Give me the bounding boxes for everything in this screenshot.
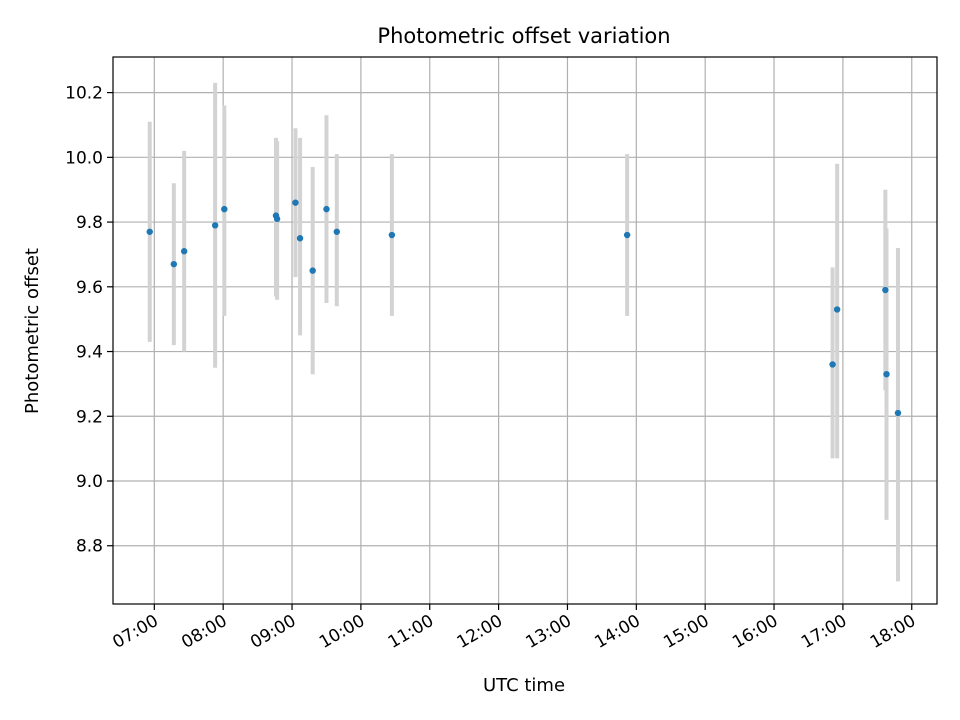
- data-point: [882, 286, 889, 294]
- y-tick-label: 10.2: [65, 84, 103, 104]
- data-point: [170, 260, 178, 268]
- data-point: [146, 228, 153, 235]
- chart-title: Photometric offset variation: [377, 24, 670, 48]
- y-tick-label: 9.0: [76, 472, 103, 492]
- data-point: [833, 306, 841, 313]
- data-point: [309, 267, 316, 274]
- data-point: [296, 235, 304, 242]
- data-point: [323, 205, 330, 213]
- data-point: [221, 205, 228, 213]
- y-tick-label: 8.8: [76, 537, 103, 557]
- data-point: [273, 215, 281, 223]
- y-axis-ticks: 8.8 9.0 9.2 9.4 9.6 9.8 10.0 10.2: [65, 84, 113, 557]
- x-axis-label: UTC time: [483, 675, 565, 696]
- data-point: [623, 231, 631, 239]
- y-tick-label: 9.4: [76, 343, 103, 363]
- data-point: [388, 231, 396, 239]
- y-tick-label: 9.6: [76, 278, 103, 298]
- y-tick-label: 10.0: [65, 148, 103, 168]
- data-point: [883, 370, 890, 378]
- data-point: [180, 248, 188, 255]
- y-tick-label: 9.2: [76, 407, 103, 427]
- data-point: [211, 222, 219, 229]
- y-tick-label: 9.8: [76, 213, 103, 233]
- y-axis-label: Photometric offset: [22, 248, 43, 414]
- data-point: [894, 409, 902, 417]
- data-point: [333, 228, 340, 235]
- grid-lines: [113, 57, 937, 604]
- data-point: [292, 199, 299, 206]
- data-point: [829, 361, 836, 368]
- data-points: [146, 199, 902, 417]
- plot-frame: [112, 56, 938, 605]
